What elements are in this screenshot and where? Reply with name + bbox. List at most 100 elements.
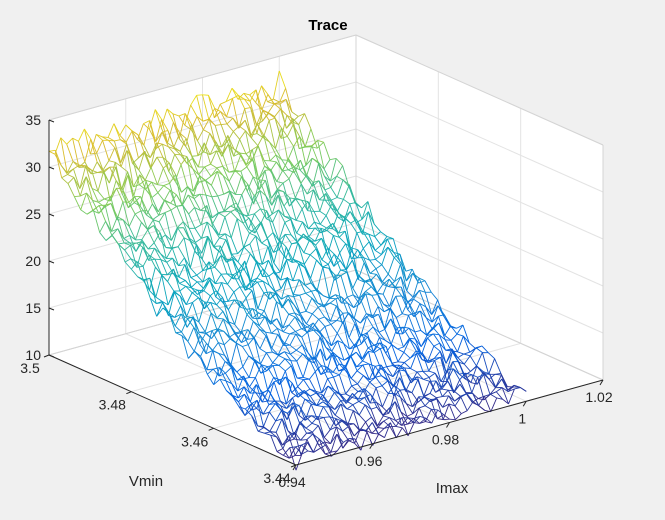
mesh-segment [276, 448, 284, 452]
mesh-segment [202, 118, 210, 130]
mesh-segment [162, 144, 170, 172]
mesh-segment [244, 403, 252, 416]
mesh-segment [220, 255, 228, 275]
mesh-segment [145, 179, 152, 183]
mesh-segment [350, 219, 357, 224]
mesh-segment [154, 109, 162, 120]
mesh-segment [433, 333, 440, 336]
mesh-segment [340, 269, 348, 273]
mesh-segment [282, 435, 290, 449]
mesh-segment [91, 169, 98, 173]
mesh-segment [293, 304, 301, 317]
mesh-segment [490, 397, 498, 412]
mesh-segment [381, 375, 389, 382]
mesh-segment [302, 221, 309, 230]
z-tick-label: 10 [25, 347, 41, 363]
mesh-segment [336, 165, 343, 177]
mesh-segment [90, 152, 97, 155]
mesh-segment [345, 393, 353, 398]
mesh-segment [453, 390, 461, 397]
mesh-segment [199, 331, 206, 334]
mesh-segment [329, 418, 337, 431]
mesh-segment [216, 165, 223, 169]
mesh-segment [244, 107, 251, 110]
mesh-segment [153, 232, 161, 244]
mesh-segment [209, 290, 217, 297]
mesh-segment [301, 336, 309, 354]
mesh-segment [226, 116, 233, 119]
mesh-segment [234, 155, 241, 172]
mesh-segment [406, 403, 414, 414]
mesh-segment [284, 358, 291, 362]
mesh-segment [128, 202, 136, 215]
mesh-segment [476, 352, 483, 367]
mesh-segment [447, 380, 455, 392]
mesh-segment [381, 273, 389, 283]
mesh-segment [395, 296, 403, 314]
y-tick-mark [208, 427, 214, 431]
mesh-segment [221, 135, 229, 148]
mesh-segment [92, 209, 101, 233]
mesh-segment [487, 352, 495, 359]
mesh-segment [126, 150, 134, 161]
mesh-segment [201, 235, 208, 239]
mesh-segment [85, 165, 93, 189]
mesh-segment [336, 433, 344, 449]
mesh-segment [245, 149, 253, 165]
mesh-segment [167, 122, 174, 144]
mesh-segment [321, 365, 328, 368]
mesh-segment [235, 202, 244, 215]
axis-lines [43, 119, 604, 471]
mesh-segment [332, 235, 341, 253]
mesh-segment [369, 381, 377, 389]
mesh-segment [440, 357, 448, 382]
mesh-segment [298, 405, 307, 417]
mesh-segment [331, 197, 338, 201]
mesh-segment [168, 292, 175, 316]
mesh-segment [280, 277, 288, 281]
mesh-segment [230, 205, 237, 210]
mesh-segment [225, 233, 232, 238]
mesh-segment [366, 313, 373, 316]
mesh-segment [368, 363, 376, 367]
mesh-segment [459, 372, 466, 375]
mesh-segment [277, 194, 285, 217]
mesh-segment [217, 195, 225, 212]
mesh-segment [180, 164, 188, 187]
mesh-segment [270, 190, 278, 199]
mesh-segment [413, 312, 422, 331]
mesh-segment [386, 365, 393, 368]
mesh-segment [252, 321, 260, 330]
y-tick-mark [43, 354, 50, 358]
mesh-segment [325, 351, 333, 361]
mesh-segment [138, 151, 146, 171]
mesh-segment [398, 362, 405, 370]
mesh-segment [277, 342, 285, 356]
mesh-segment [315, 390, 322, 394]
mesh-segment [297, 379, 304, 388]
mesh-segment [239, 139, 247, 155]
mesh-segment [240, 152, 247, 155]
mesh-segment [334, 274, 342, 304]
mesh-segment [306, 313, 313, 325]
mesh-segment [230, 343, 237, 367]
mesh-segment [329, 158, 337, 182]
mesh-segment [199, 343, 207, 354]
mesh-segment [351, 383, 358, 387]
mesh-segment [303, 379, 311, 390]
mesh-segment [216, 304, 224, 312]
mesh-segment [428, 370, 436, 374]
mesh-segment [155, 119, 163, 142]
mesh-segment [341, 312, 349, 324]
mesh-segment [263, 281, 270, 286]
mesh-segment [390, 318, 398, 329]
mesh-segment [217, 342, 226, 356]
mesh-segment [155, 266, 163, 276]
mesh-segment [227, 299, 235, 302]
mesh-segment [318, 441, 325, 446]
mesh-segment [321, 247, 329, 261]
mesh-segment [308, 227, 316, 238]
mesh-segment [483, 373, 490, 375]
mesh-segment [245, 286, 253, 291]
mesh-segment [225, 372, 233, 384]
